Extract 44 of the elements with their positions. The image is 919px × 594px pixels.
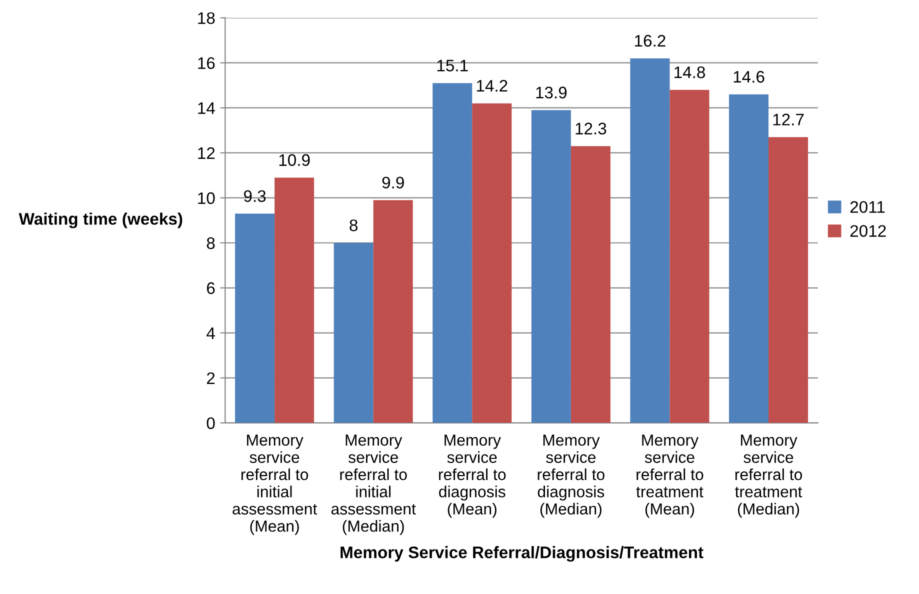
data-label: 14.8 <box>674 66 705 78</box>
x-tick-label: Memory service referral to treatment (Mean) <box>636 434 704 518</box>
x-tick-label: Memory service referral to initial assessment (Median) <box>331 434 416 535</box>
y-tick-label: 0 <box>206 417 215 430</box>
data-label: 12.3 <box>576 122 606 134</box>
data-label: 14.6 <box>734 70 764 83</box>
bar <box>235 214 275 423</box>
data-label: 15.1 <box>437 60 468 72</box>
bar <box>670 90 710 423</box>
y-tick-label: 6 <box>207 282 215 294</box>
bar <box>274 178 314 423</box>
data-label: 9.3 <box>244 190 266 202</box>
bar <box>531 110 571 423</box>
data-label: 9.9 <box>382 176 404 188</box>
bar <box>432 83 472 423</box>
bar <box>373 200 413 423</box>
y-tick-label: 14 <box>198 102 215 114</box>
data-label: 14.2 <box>476 80 508 92</box>
y-tick-label: 4 <box>206 327 215 339</box>
x-tick-label: Memory service referral to treatment (Median) <box>735 434 802 518</box>
legend-label: 2011 <box>850 201 885 213</box>
data-label: 8 <box>350 219 358 232</box>
bar <box>630 58 670 423</box>
data-label: 13.9 <box>536 86 567 98</box>
y-tick-label: 12 <box>198 147 215 159</box>
data-label: 10.9 <box>279 154 310 166</box>
y-tick-label: 10 <box>198 192 215 204</box>
x-tick-label: Memory service referral to diagnosis (Mean) <box>439 434 506 518</box>
bar <box>472 103 512 423</box>
bar <box>570 146 610 423</box>
x-tick-label: Memory service referral to initial assessment (Mean) <box>232 434 318 535</box>
y-tick-label: 18 <box>198 12 215 24</box>
data-label: 16.2 <box>635 34 666 47</box>
legend-label: 2012 <box>850 225 886 237</box>
y-tick-label: 2 <box>207 372 215 384</box>
y-tick-label: 16 <box>198 57 215 70</box>
x-tick-label: Memory service referral to diagnosis (Median) <box>538 434 604 518</box>
bar <box>728 94 769 423</box>
bar <box>334 242 374 423</box>
bar <box>768 137 808 423</box>
x-axis-title: Memory Service Referral/Diagnosis/Treatment <box>340 546 704 562</box>
data-label: 12.7 <box>773 114 804 126</box>
y-axis-title: Waiting time (weeks) <box>18 212 182 228</box>
y-tick-label: 8 <box>206 237 215 250</box>
